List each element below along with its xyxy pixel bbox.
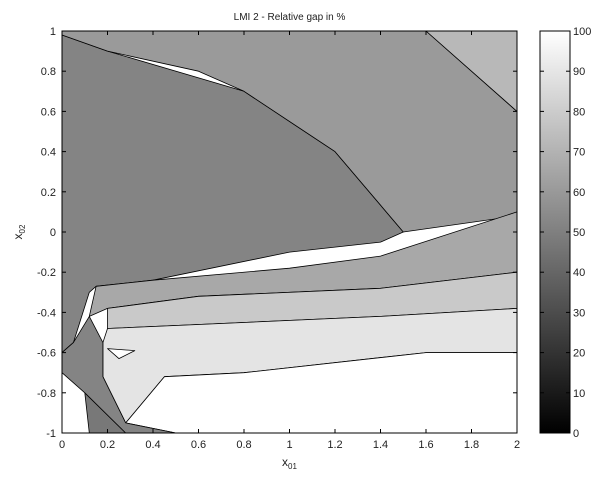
x-tick-label: 0 [59,439,65,451]
x-tick-label: 1.8 [464,439,479,451]
x-tick-label: 0.4 [145,439,160,451]
colorbar-tick-label: 90 [573,66,585,78]
y-tick-label: -0.8 [37,388,56,400]
y-axis-label: x02 [11,224,27,239]
y-tick-label: -0.4 [37,307,56,319]
colorbar-tick-label: 50 [573,227,585,239]
colorbar-tick-label: 20 [573,348,585,360]
x-tick-label: 1.6 [418,439,433,451]
y-axis-label-sub: 02 [18,224,27,233]
colorbar-tick-label: 70 [573,147,585,159]
x-axis-label: x01 [282,455,297,471]
x-tick-label: 0.8 [236,439,251,451]
x-axis-ticks: 0 0.2 0.4 0.6 0.8 1 1.2 1.4 1.6 1.8 2 [59,31,520,451]
colorbar-tick-label: 60 [573,187,585,199]
x-axis-label-sub: 01 [288,462,297,471]
y-tick-label: 0 [50,227,56,239]
colorbar-tick-label: 10 [573,388,585,400]
y-tick-label: -0.6 [37,348,56,360]
colorbar-tick-label: 80 [573,106,585,118]
contour-regions [61,30,518,434]
y-axis-ticks: 1 0.8 0.6 0.4 0.2 0 -0.2 -0.4 -0.6 -0.8 -1 [37,26,517,440]
y-tick-label: 0.6 [41,106,56,118]
x-tick-label: 0.6 [191,439,206,451]
colorbar-tick-label: 0 [573,428,579,440]
y-tick-label: 1 [50,26,56,38]
contour-region-11 [107,348,136,360]
y-tick-label: 0.2 [41,187,56,199]
x-tick-label: 2 [514,439,520,451]
chart-title: LMI 2 - Relative gap in % [234,12,346,23]
x-tick-label: 0.2 [100,439,115,451]
y-tick-label: 0.8 [41,66,56,78]
y-axis-label-base: x [11,233,25,239]
colorbar-tick-label: 40 [573,267,585,279]
colorbar-tick-label: 30 [573,307,585,319]
x-tick-label: 1.2 [327,439,342,451]
contour-region-13 [61,315,177,434]
x-tick-label: 1 [286,439,292,451]
x-tick-label: 1.4 [373,439,388,451]
y-tick-label: -1 [46,428,56,440]
y-tick-label: -0.2 [37,267,56,279]
colorbar-tick-label: 100 [573,26,591,38]
x-axis-label-base: x [282,455,288,469]
colorbar [539,30,571,434]
y-tick-label: 0.4 [41,147,56,159]
